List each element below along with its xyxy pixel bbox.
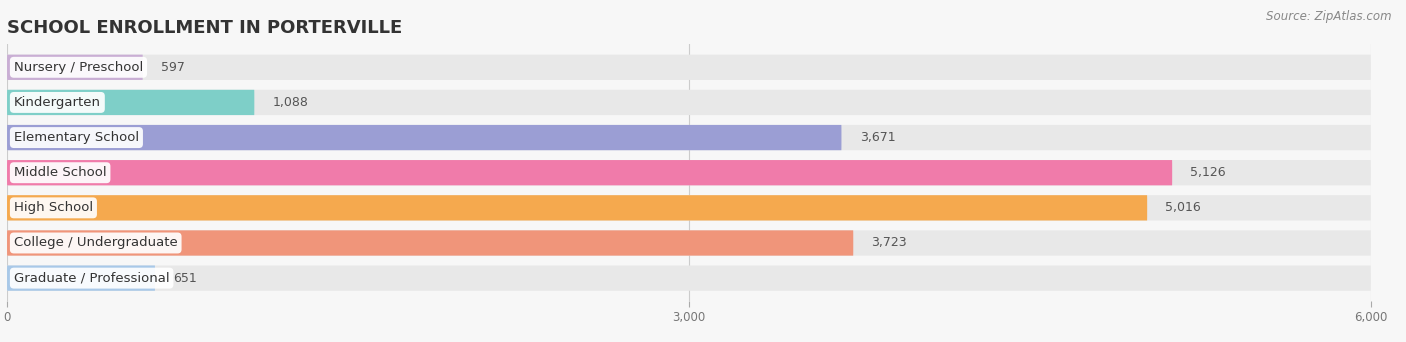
FancyBboxPatch shape xyxy=(7,160,1371,185)
Text: Nursery / Preschool: Nursery / Preschool xyxy=(14,61,143,74)
Text: Source: ZipAtlas.com: Source: ZipAtlas.com xyxy=(1267,10,1392,23)
FancyBboxPatch shape xyxy=(7,90,254,115)
FancyBboxPatch shape xyxy=(7,195,1147,221)
Text: 651: 651 xyxy=(173,272,197,285)
FancyBboxPatch shape xyxy=(7,230,1371,255)
Text: 1,088: 1,088 xyxy=(273,96,308,109)
FancyBboxPatch shape xyxy=(7,230,853,255)
Text: 3,671: 3,671 xyxy=(859,131,896,144)
Text: Elementary School: Elementary School xyxy=(14,131,139,144)
Text: High School: High School xyxy=(14,201,93,214)
FancyBboxPatch shape xyxy=(7,55,1371,80)
Text: 3,723: 3,723 xyxy=(872,236,907,249)
Text: Kindergarten: Kindergarten xyxy=(14,96,101,109)
FancyBboxPatch shape xyxy=(7,265,155,291)
Text: SCHOOL ENROLLMENT IN PORTERVILLE: SCHOOL ENROLLMENT IN PORTERVILLE xyxy=(7,19,402,37)
FancyBboxPatch shape xyxy=(7,125,1371,150)
FancyBboxPatch shape xyxy=(7,90,1371,115)
Text: 5,016: 5,016 xyxy=(1166,201,1201,214)
Text: Middle School: Middle School xyxy=(14,166,107,179)
Text: 5,126: 5,126 xyxy=(1191,166,1226,179)
FancyBboxPatch shape xyxy=(7,55,143,80)
FancyBboxPatch shape xyxy=(7,125,841,150)
FancyBboxPatch shape xyxy=(7,195,1371,221)
FancyBboxPatch shape xyxy=(7,265,1371,291)
Text: 597: 597 xyxy=(160,61,184,74)
Text: College / Undergraduate: College / Undergraduate xyxy=(14,236,177,249)
Text: Graduate / Professional: Graduate / Professional xyxy=(14,272,170,285)
FancyBboxPatch shape xyxy=(7,160,1173,185)
